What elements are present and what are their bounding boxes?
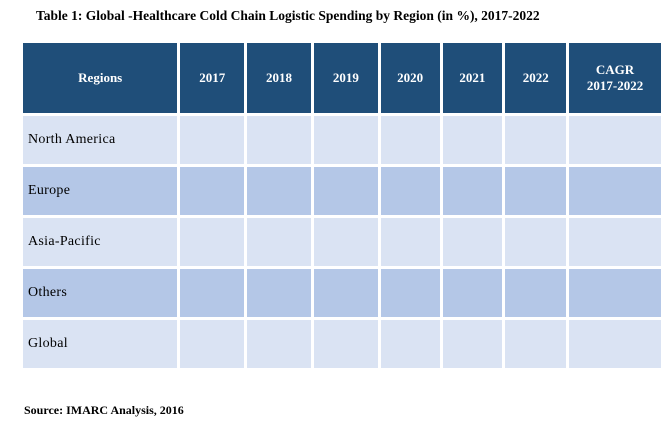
table-row: Asia-Pacific: [23, 218, 661, 266]
header-regions: Regions: [23, 43, 178, 113]
header-2017: 2017: [180, 43, 245, 113]
spending-table: Regions 2017 2018 2019 2020 2021 2022 CA…: [20, 40, 664, 371]
region-cell: Global: [23, 320, 178, 368]
header-2018: 2018: [247, 43, 311, 113]
table-row: Europe: [23, 167, 661, 215]
table-row: Others: [23, 269, 661, 317]
region-cell: North America: [23, 116, 178, 164]
table-title: Table 1: Global -Healthcare Cold Chain L…: [36, 8, 540, 23]
source-note: Source: IMARC Analysis, 2016: [24, 403, 184, 417]
table-row: Global: [23, 320, 661, 368]
region-cell: Europe: [23, 167, 178, 215]
header-2020: 2020: [380, 43, 440, 113]
header-cagr: CAGR 2017-2022: [569, 43, 661, 113]
header-2021: 2021: [442, 43, 503, 113]
header-2022: 2022: [505, 43, 567, 113]
region-cell: Others: [23, 269, 178, 317]
region-cell: Asia-Pacific: [23, 218, 178, 266]
header-row: Regions 2017 2018 2019 2020 2021 2022 CA…: [23, 43, 661, 113]
header-2019: 2019: [313, 43, 378, 113]
table-row: North America: [23, 116, 661, 164]
